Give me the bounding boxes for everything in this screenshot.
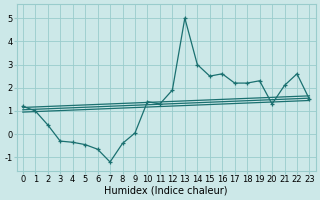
X-axis label: Humidex (Indice chaleur): Humidex (Indice chaleur) <box>104 186 228 196</box>
